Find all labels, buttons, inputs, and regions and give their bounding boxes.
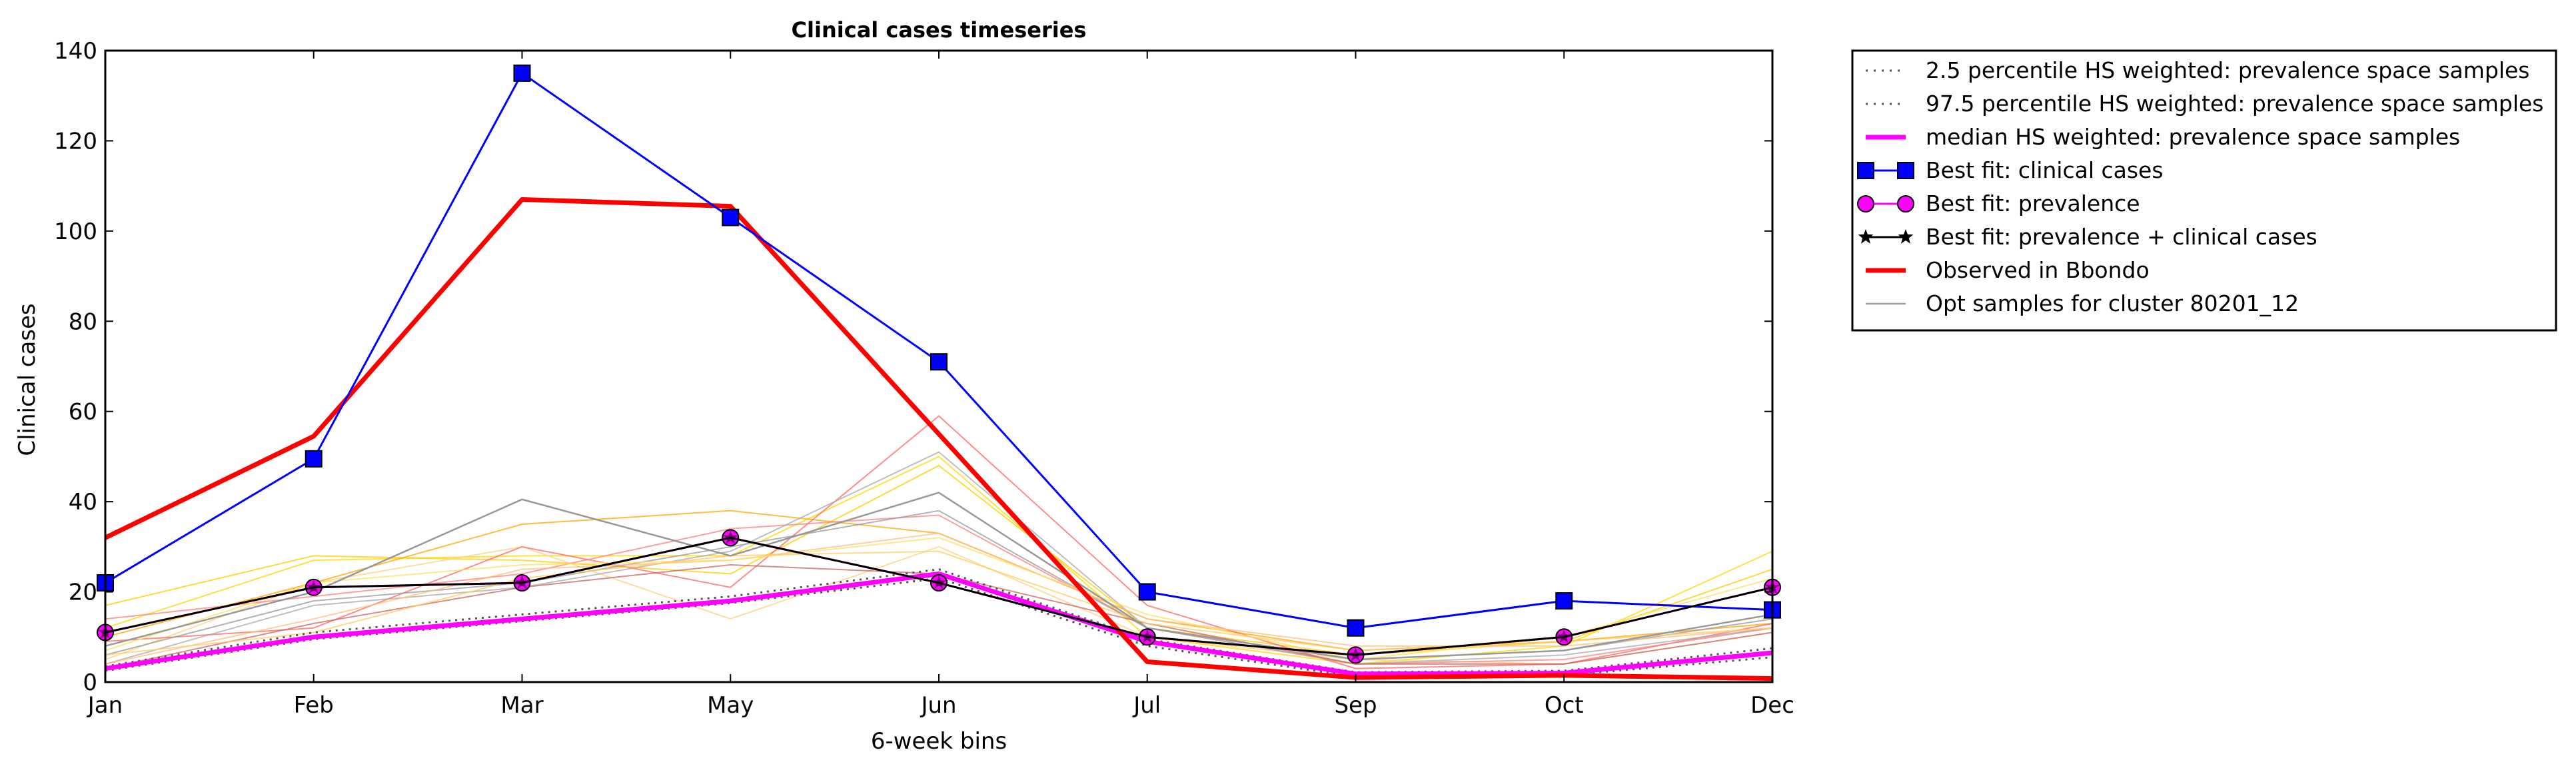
best-fit-clinical-point-4 xyxy=(930,353,948,371)
chart-title: Clinical cases timeseries xyxy=(792,17,1087,43)
legend-label-3: Best fit: clinical cases xyxy=(1926,157,2164,183)
legend-box xyxy=(1851,49,2557,332)
series-observed-line xyxy=(104,196,1773,681)
y-tick-label-3: 60 xyxy=(69,399,97,426)
legend-label-7: Opt samples for cluster 80201_12 xyxy=(1926,290,2299,316)
best-fit-combined-point-2 xyxy=(515,576,529,589)
y-tick-label-0: 0 xyxy=(83,669,97,696)
best-fit-clinical-point-7 xyxy=(1555,592,1573,610)
x-tick-label-0: Jan xyxy=(87,692,123,719)
legend-entry-0: 2.5 percentile HS weighted: prevalence s… xyxy=(1866,57,2530,83)
x-tick-label-5: Jul xyxy=(1132,692,1161,719)
series-opt-samples-line xyxy=(105,492,1773,661)
x-tick-label-3: May xyxy=(707,692,754,719)
legend-marker-4-1 xyxy=(1897,195,1914,212)
y-axis-label: Clinical cases xyxy=(14,303,41,456)
legend-marker-3-0 xyxy=(1857,162,1874,179)
legend-marker-3-1 xyxy=(1897,162,1914,179)
legend-entry-4: Best fit: prevalence xyxy=(1857,191,2140,216)
best-fit-clinical-point-2 xyxy=(513,64,531,82)
sample-line-1 xyxy=(105,464,1773,656)
x-axis-label: 6-week bins xyxy=(871,728,1007,755)
best-fit-clinical-point-3 xyxy=(722,208,740,226)
series-median-line xyxy=(105,571,1773,677)
legend-label-5: Best fit: prevalence + clinical cases xyxy=(1926,224,2317,250)
y-tick-label-6: 120 xyxy=(54,128,97,155)
y-tick-label-4: 80 xyxy=(69,308,97,335)
legend-marker-4-0 xyxy=(1857,195,1874,212)
x-tick-label-4: Jun xyxy=(920,692,956,719)
x-tick-label-6: Sep xyxy=(1334,692,1377,719)
legend-marker-5-1 xyxy=(1898,229,1914,244)
y-axis: 0 20 40 60 80 100 120 140 xyxy=(54,38,1772,696)
legend-entry-6: Observed in Bbondo xyxy=(1866,257,2150,283)
series-percentile-line-0 xyxy=(105,577,1773,678)
x-tick-label-1: Feb xyxy=(294,692,334,719)
series-percentile-line-1 xyxy=(105,568,1773,673)
plot-area xyxy=(97,49,1781,683)
legend-label-1: 97.5 percentile HS weighted: prevalence … xyxy=(1926,91,2544,117)
series-best-fit-prevalence-line xyxy=(105,536,1773,656)
y-tick-label-1: 20 xyxy=(69,579,97,606)
y-tick-label-5: 100 xyxy=(54,218,97,245)
series-best-fit-combined-line xyxy=(105,536,1773,656)
series-best-fit-clinical-line xyxy=(105,71,1773,629)
sample-line-11 xyxy=(105,550,1773,656)
y-tick-label-2: 40 xyxy=(69,489,97,516)
sample-line-4 xyxy=(105,415,1773,669)
best-fit-clinical-point-6 xyxy=(1347,619,1365,637)
legend-label-0: 2.5 percentile HS weighted: prevalence s… xyxy=(1926,57,2530,83)
x-tick-label-2: Mar xyxy=(500,692,543,719)
legend: 2.5 percentile HS weighted: prevalence s… xyxy=(1851,49,2557,332)
legend-entry-2: median HS weighted: prevalence space sam… xyxy=(1866,124,2460,150)
sample-line-0 xyxy=(105,456,1773,665)
legend-label-6: Observed in Bbondo xyxy=(1926,257,2150,283)
best-fit-combined-point-7 xyxy=(1557,629,1571,643)
sample-line-5 xyxy=(105,514,1773,665)
sample-line-7 xyxy=(105,451,1773,665)
legend-entry-5: Best fit: prevalence + clinical cases xyxy=(1858,224,2317,250)
legend-label-4: Best fit: prevalence xyxy=(1926,191,2140,216)
best-fit-combined-point-6 xyxy=(1349,647,1363,661)
series-group xyxy=(97,64,1781,681)
sample-line-3 xyxy=(105,546,1773,665)
best-fit-combined-point-3 xyxy=(723,530,738,544)
legend-label-2: median HS weighted: prevalence space sam… xyxy=(1926,124,2460,150)
best-fit-combined-point-1 xyxy=(307,579,321,593)
best-fit-clinical-point-5 xyxy=(1138,583,1156,601)
x-tick-label-8: Dec xyxy=(1750,692,1794,719)
best-fit-combined-point-4 xyxy=(932,576,946,589)
legend-entry-7: Opt samples for cluster 80201_12 xyxy=(1866,290,2299,316)
sample-line-8 xyxy=(105,532,1773,665)
best-fit-clinical-point-1 xyxy=(305,450,322,468)
legend-marker-5-0 xyxy=(1858,229,1874,244)
y-tick-label-7: 140 xyxy=(54,38,97,65)
x-axis: Jan Feb Mar May Jun Jul Sep Oct Dec xyxy=(87,51,1794,719)
legend-entry-3: Best fit: clinical cases xyxy=(1857,157,2164,183)
x-tick-label-7: Oct xyxy=(1545,692,1584,719)
legend-entry-1: 97.5 percentile HS weighted: prevalence … xyxy=(1866,91,2544,117)
best-fit-combined-point-5 xyxy=(1140,629,1155,643)
